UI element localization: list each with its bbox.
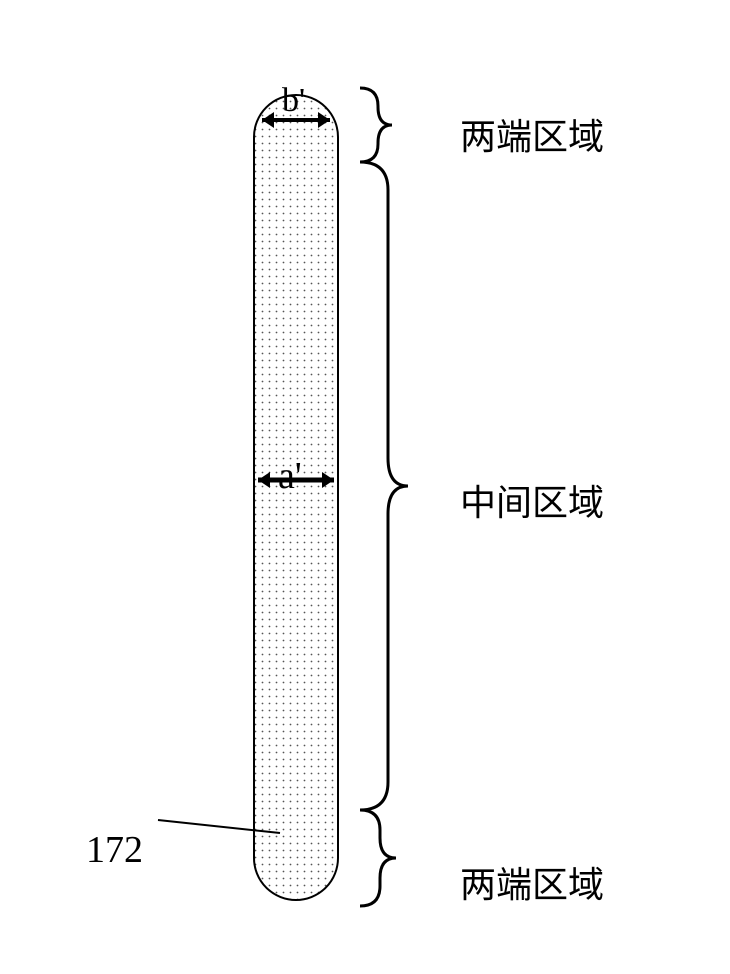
dim-label-a-prime: a' — [278, 454, 302, 498]
brace-bottom-end — [360, 810, 396, 906]
region-label-top: 两端区域 — [460, 108, 604, 160]
dim-label-b-prime: b' — [282, 82, 305, 120]
region-label-middle: 中间区域 — [460, 474, 604, 526]
brace-middle — [360, 162, 408, 810]
leader-label-172: 172 — [86, 828, 143, 872]
brace-top-end — [360, 88, 392, 162]
region-label-bottom: 两端区域 — [460, 856, 604, 908]
